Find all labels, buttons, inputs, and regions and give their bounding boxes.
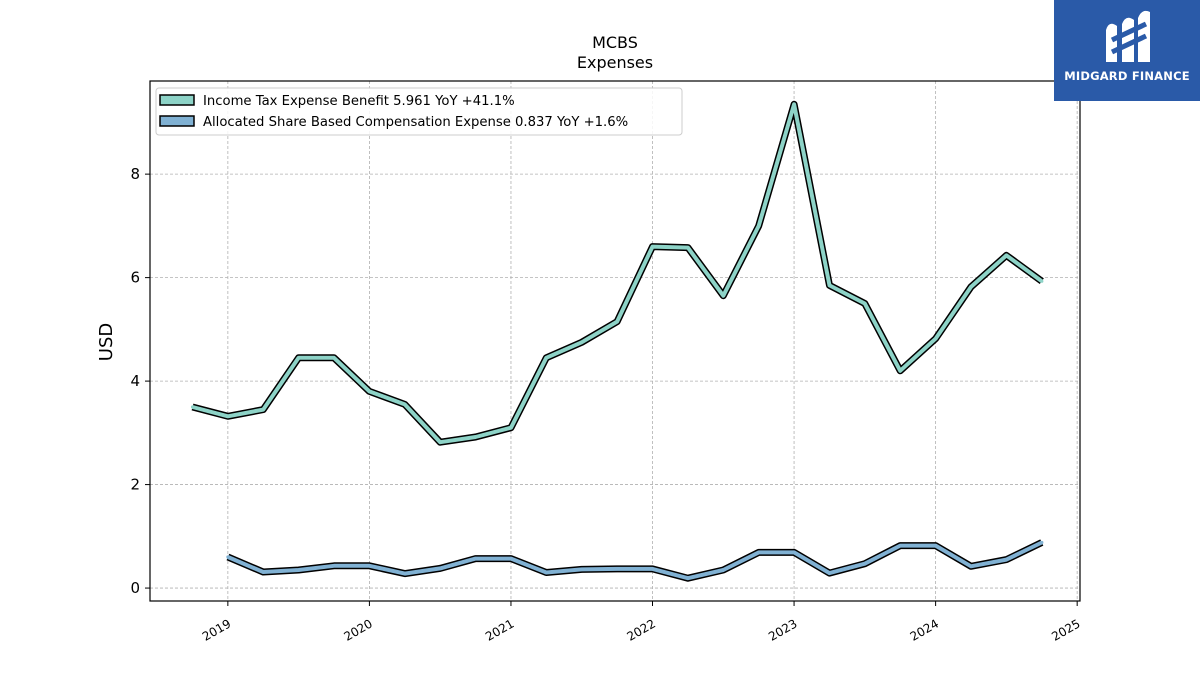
legend-swatch (159, 115, 195, 127)
data-point (332, 564, 336, 568)
legend-box (155, 87, 683, 136)
data-point (1004, 558, 1009, 562)
legend-swatch (159, 94, 195, 106)
data-point (934, 544, 938, 548)
data-point (969, 285, 973, 289)
chart-title: MCBS (592, 33, 638, 52)
data-point (650, 245, 655, 249)
data-point (580, 567, 584, 572)
data-point (863, 301, 867, 306)
y-tick-label: 8 (130, 165, 140, 183)
data-point (792, 550, 796, 555)
x-tick-label: 2025 (1049, 616, 1082, 643)
data-point (615, 320, 619, 324)
data-point (686, 246, 690, 250)
data-point (367, 564, 371, 568)
data-point (403, 402, 407, 406)
legend: Income Tax Expense Benefit 5.961 YoY +41… (155, 87, 683, 136)
y-tick-label: 2 (130, 476, 140, 494)
data-point (650, 567, 655, 571)
x-tick-label: 2023 (766, 616, 799, 643)
x-tick-label: 2019 (200, 616, 233, 643)
x-tick-label: 2024 (908, 616, 941, 643)
data-point (827, 571, 832, 575)
series-line-1 (227, 540, 1043, 581)
data-point (226, 555, 230, 559)
data-point (1004, 253, 1009, 257)
data-point (226, 414, 230, 418)
data-point (544, 570, 548, 575)
series-outline-0 (191, 100, 1044, 446)
data-point (474, 557, 478, 561)
data-point (969, 564, 973, 568)
plot-frame (149, 80, 1081, 602)
data-point (438, 566, 442, 571)
y-tick-label: 0 (130, 579, 140, 597)
brand-logo: MIDGARD FINANCE (1054, 0, 1200, 101)
data-point (721, 294, 725, 298)
data-point (615, 567, 619, 571)
data-point (509, 557, 513, 561)
x-tick-label: 2020 (341, 616, 374, 643)
data-point (757, 550, 761, 555)
data-point (297, 568, 301, 572)
logo-name: MIDGARD FINANCE (1064, 69, 1190, 83)
data-point (544, 356, 548, 360)
y-axis-label: USD (96, 323, 117, 361)
x-tick-label: 2021 (483, 616, 516, 643)
data-point (261, 570, 265, 574)
data-point (792, 102, 796, 106)
series-lines (190, 100, 1044, 582)
data-point (898, 369, 902, 373)
x-tick-label: 2022 (625, 616, 658, 643)
data-point (757, 224, 761, 228)
y-tick-label: 6 (130, 269, 140, 287)
data-point (403, 572, 407, 576)
legend-label: Allocated Share Based Compensation Expen… (203, 115, 628, 130)
data-point (367, 389, 371, 393)
data-point (1040, 279, 1044, 283)
data-point (934, 337, 938, 341)
logo-mark-icon (1106, 10, 1150, 62)
legend-label: Income Tax Expense Benefit 5.961 YoY +41… (203, 94, 515, 109)
data-point (509, 426, 513, 430)
data-point (580, 340, 584, 344)
data-point (297, 356, 301, 360)
data-point (332, 356, 336, 360)
grid (150, 81, 1080, 601)
y-tick-label: 4 (130, 372, 140, 390)
series-line-0 (191, 102, 1043, 445)
chart-subtitle: Expenses (577, 53, 653, 72)
data-point (827, 283, 832, 287)
data-point (438, 440, 442, 444)
data-point (863, 562, 867, 566)
data-point (261, 408, 265, 412)
data-point (190, 405, 195, 409)
data-point (1040, 540, 1044, 545)
data-point (721, 568, 725, 572)
series-outline-1 (226, 539, 1044, 582)
data-point (686, 576, 690, 580)
data-point (898, 544, 902, 548)
data-point (474, 435, 478, 439)
